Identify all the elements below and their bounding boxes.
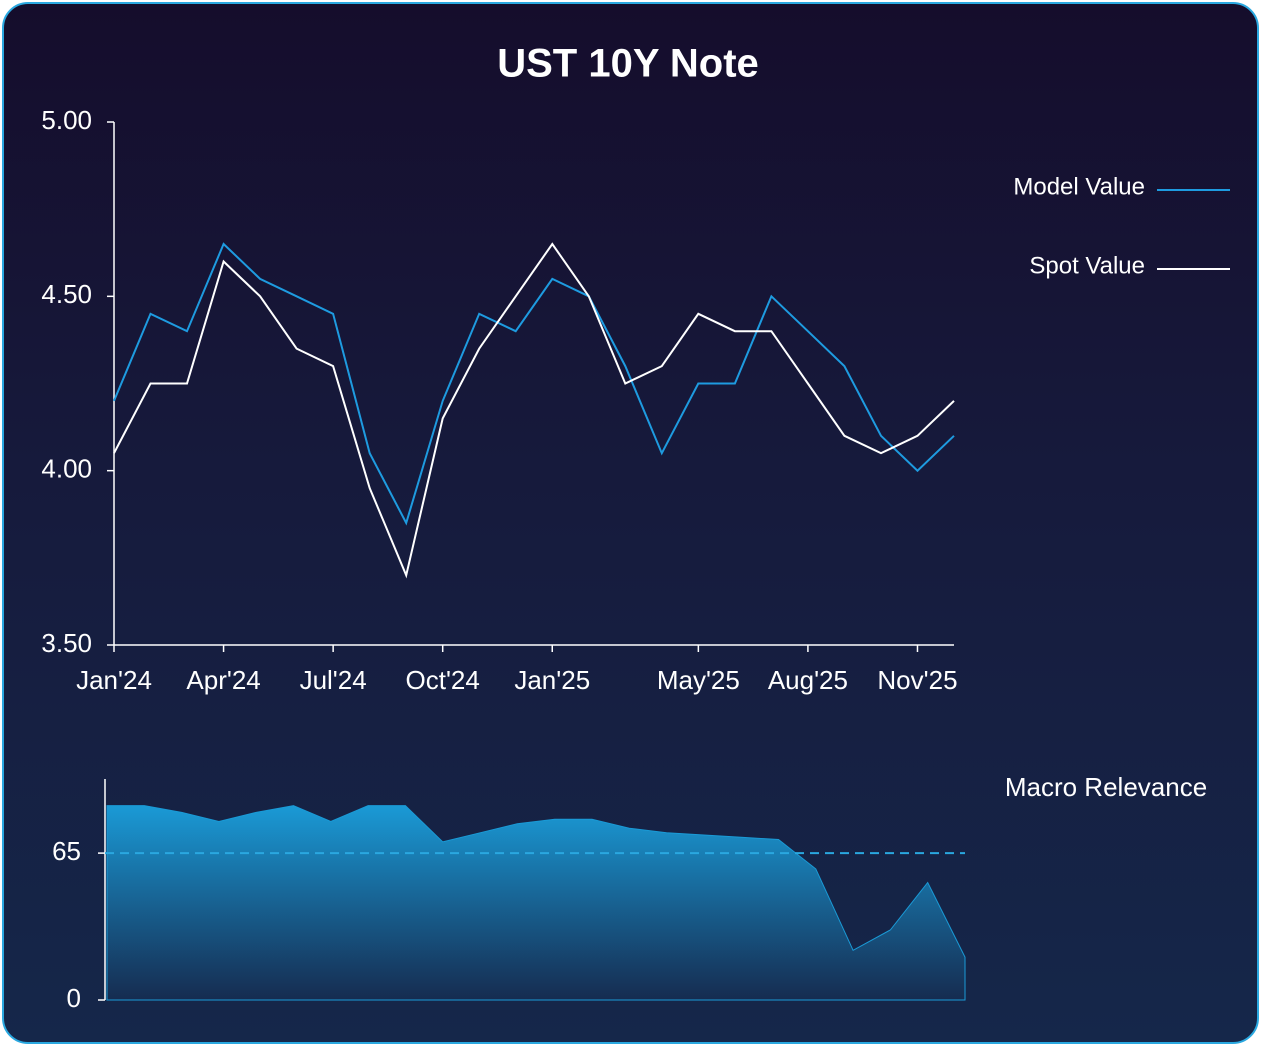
x-tick-label: Apr'24: [186, 665, 260, 695]
x-tick-label: Nov'25: [877, 665, 957, 695]
y-tick-label: 0: [67, 983, 81, 1013]
legend-label: Spot Value: [1029, 252, 1145, 279]
series-line: [113, 242, 955, 526]
chart-title: UST 10Y Note: [497, 42, 759, 86]
x-tick-label: May'25: [657, 665, 740, 695]
x-tick-label: Jan'25: [514, 665, 590, 695]
chart: UST 10Y Note Macro Relevance 3.50 4.00 4.5…: [41, 42, 1230, 1013]
legend-label: Model Value: [1013, 173, 1145, 200]
x-tick-label: Jul'24: [300, 665, 367, 695]
y-tick-label: 5.00: [41, 105, 92, 135]
y-tick-label: 4.00: [41, 454, 92, 484]
x-tick-label: Oct'24: [406, 665, 480, 695]
series-line: [113, 242, 955, 579]
x-tick-label: Jan'24: [76, 665, 152, 695]
y-tick-label: 65: [52, 836, 81, 866]
x-tick-label: Aug'25: [768, 665, 848, 695]
y-tick-label: 4.50: [41, 279, 92, 309]
panel-title: Macro Relevance: [1005, 772, 1207, 802]
area: [106, 805, 966, 1001]
y-tick-label: 3.50: [41, 628, 92, 658]
